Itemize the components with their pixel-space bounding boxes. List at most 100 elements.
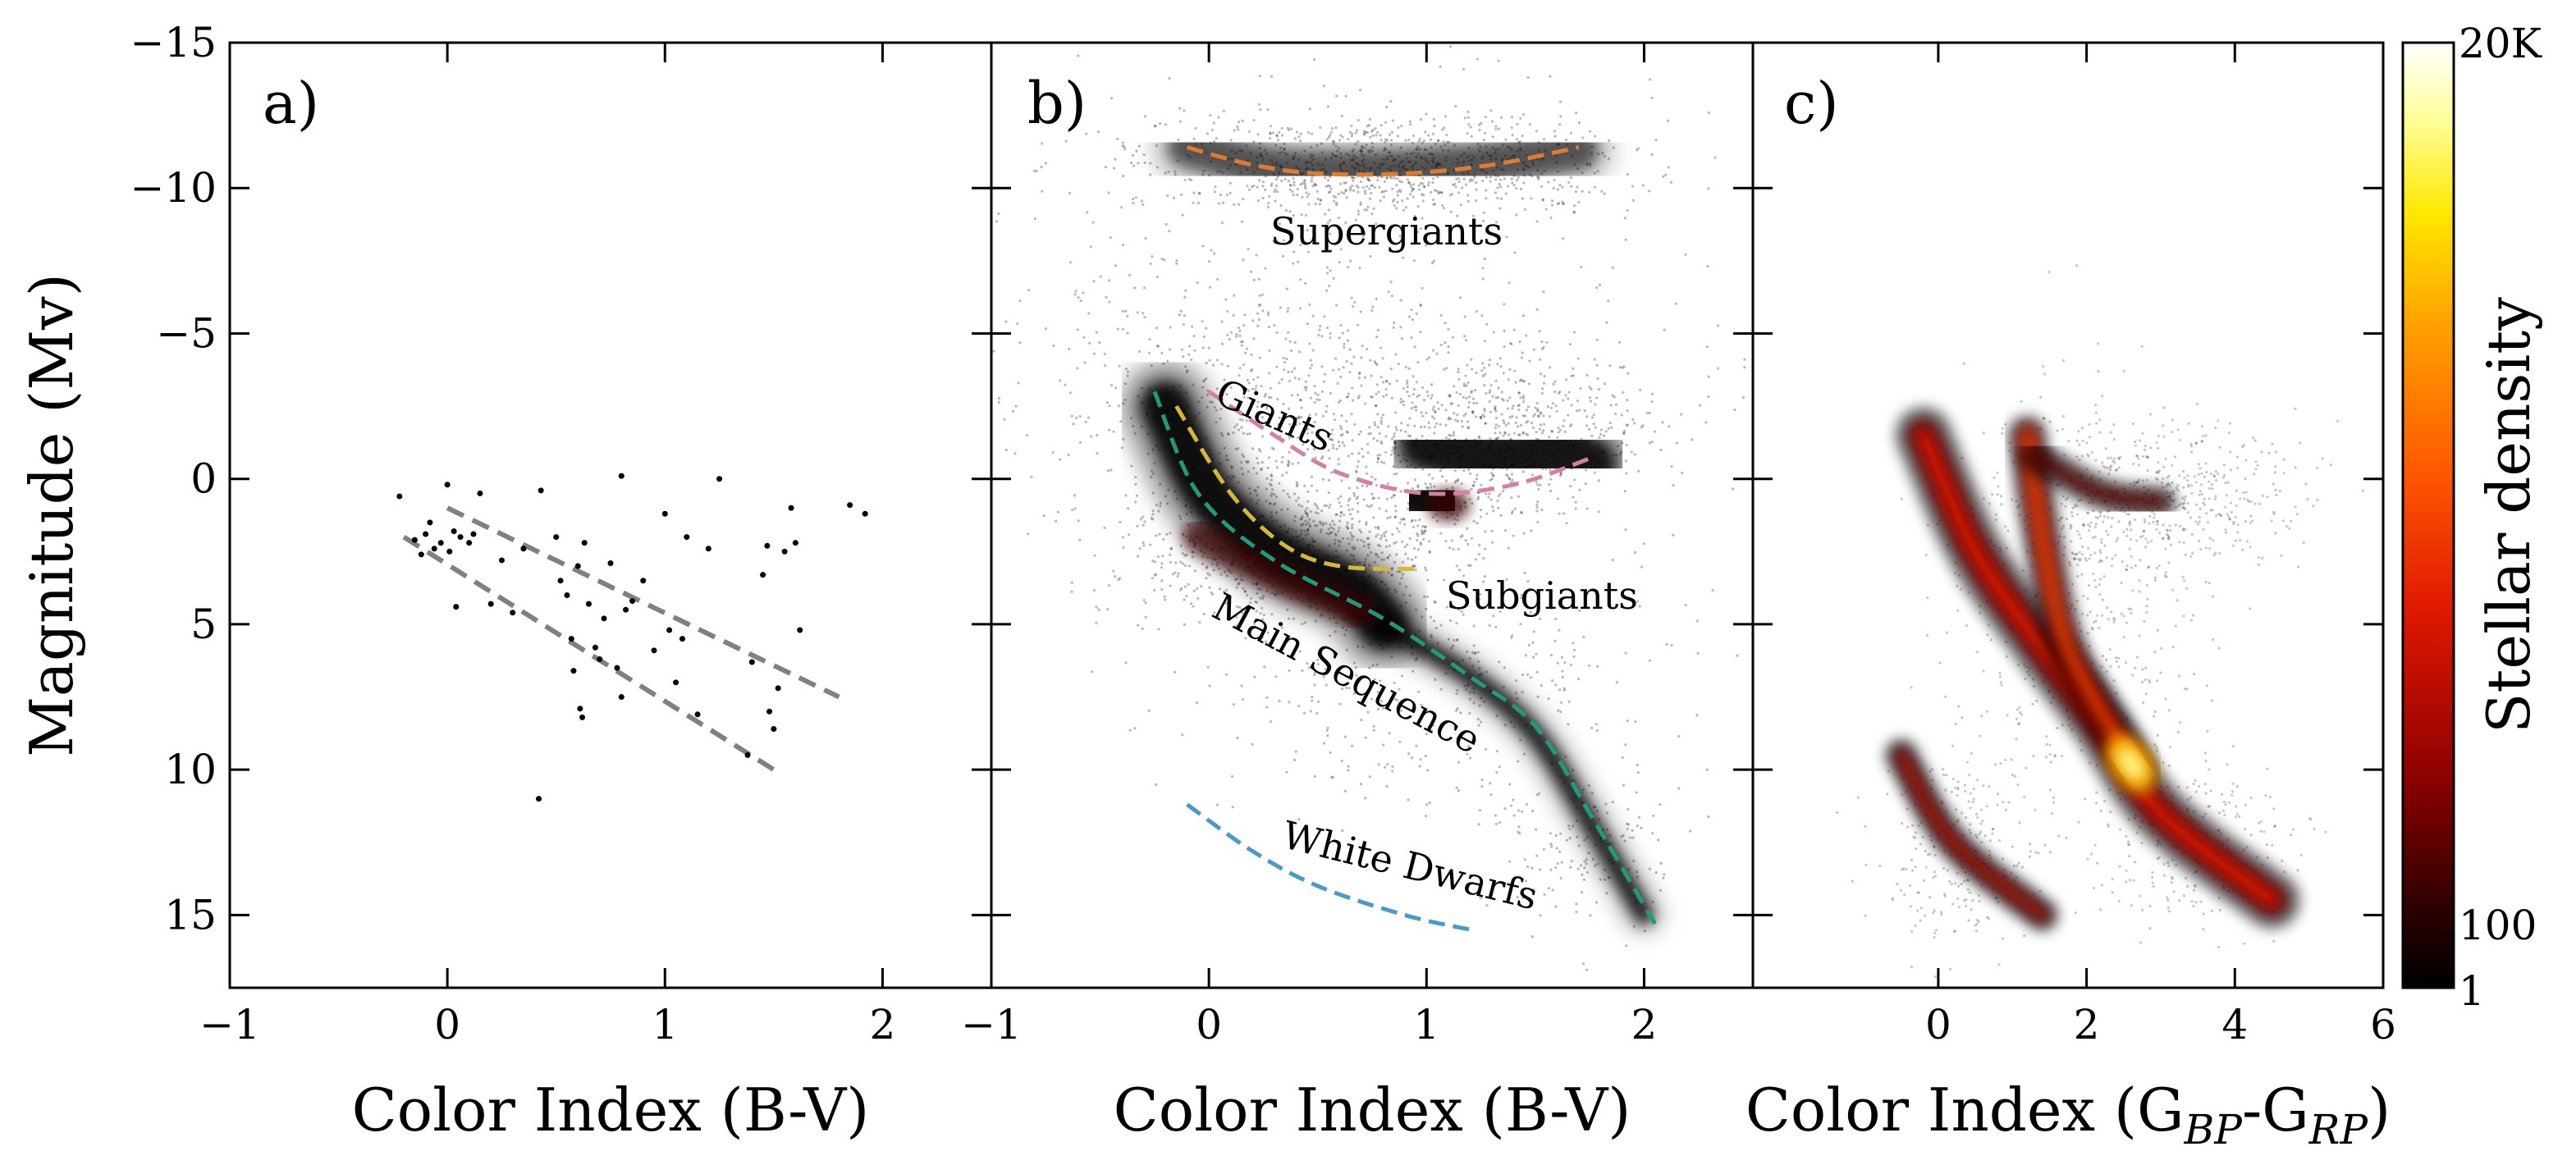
density-dot	[1432, 619, 1436, 623]
density-dot	[1284, 208, 1288, 212]
density-dot	[1497, 386, 1500, 390]
density-dot	[2078, 550, 2081, 554]
density-dot	[1401, 573, 1405, 576]
density-dot	[2274, 532, 2277, 535]
density-dot	[1160, 566, 1164, 569]
density-dot	[1376, 707, 1380, 710]
density-dot	[1432, 117, 1435, 121]
density-dot	[1580, 891, 1584, 894]
density-dot	[2200, 472, 2203, 475]
density-dot	[1324, 212, 1327, 216]
density-dot	[1684, 604, 1687, 607]
data-point	[781, 548, 788, 555]
density-dot	[1457, 761, 1461, 764]
density-dot	[2189, 619, 2193, 622]
density-dot	[1355, 469, 1358, 473]
density-dot	[1121, 536, 1125, 539]
density-dot	[1711, 588, 1714, 592]
density-dot	[1379, 537, 1383, 541]
density-dot	[1498, 207, 1502, 210]
density-dot	[2186, 511, 2190, 514]
density-dot	[1055, 519, 1058, 523]
density-dot	[2094, 459, 2098, 462]
density-dot	[2153, 650, 2157, 654]
density-dot	[1434, 678, 1437, 681]
density-dot	[1488, 363, 1491, 367]
density-dot	[2145, 610, 2148, 614]
density-dot	[2071, 552, 2075, 555]
density-dot	[2153, 578, 2157, 582]
density-dot	[1473, 651, 1476, 655]
density-dot	[1535, 670, 1539, 674]
density-dot	[1290, 127, 1293, 130]
density-dot	[2144, 537, 2148, 541]
density-dot	[2224, 528, 2227, 532]
density-dot	[1175, 259, 1178, 263]
density-dot	[1202, 612, 1206, 616]
density-dot	[2098, 514, 2102, 518]
density-dot	[1407, 315, 1412, 318]
density-dot	[1384, 530, 1388, 533]
density-dot	[1390, 295, 1393, 298]
density-dot	[1331, 428, 1334, 432]
density-dot	[2234, 539, 2237, 542]
density-dot	[2069, 540, 2073, 543]
density-dot	[1338, 336, 1341, 340]
data-point	[744, 751, 751, 758]
density-dot	[1337, 458, 1340, 461]
density-dot	[1082, 291, 1085, 295]
density-dot	[1257, 103, 1261, 106]
density-dot	[1416, 395, 1419, 399]
density-dot	[1409, 122, 1412, 126]
density-dot	[1481, 277, 1485, 281]
density-dot	[2177, 674, 2181, 678]
density-dot	[1576, 835, 1579, 838]
density-dot	[1394, 541, 1398, 544]
density-dot	[1551, 402, 1554, 405]
density-dot	[2004, 758, 2007, 761]
density-dot	[1562, 237, 1565, 240]
data-point	[797, 627, 803, 633]
density-dot	[1265, 477, 1269, 480]
density-dot	[1380, 375, 1383, 379]
density-dot	[1636, 824, 1639, 828]
density-dot	[1480, 785, 1484, 788]
density-dot	[2165, 532, 2169, 537]
density-dot	[1585, 862, 1588, 866]
density-dot	[1079, 299, 1082, 303]
density-dot	[2193, 475, 2197, 478]
density-dot	[1256, 472, 1259, 475]
density-dot	[1286, 639, 1289, 643]
density-dot	[2003, 423, 2007, 426]
density-dot	[1246, 432, 1249, 436]
density-dot	[1265, 403, 1268, 406]
density-dot	[1400, 674, 1404, 678]
density-dot	[1219, 407, 1223, 411]
density-dot	[1383, 535, 1386, 538]
density-dot	[2101, 598, 2104, 601]
density-dot	[1357, 459, 1360, 463]
density-dot	[2181, 502, 2185, 506]
density-dot	[2068, 561, 2071, 564]
density-dot	[1143, 520, 1146, 523]
density-dot	[1488, 400, 1491, 403]
density-dot	[1419, 117, 1423, 121]
density-dot	[2094, 585, 2098, 588]
y-tick-label: −15	[130, 19, 217, 66]
data-point	[431, 546, 437, 552]
density-dot	[1626, 827, 1629, 830]
density-dot	[2295, 513, 2299, 516]
density-dot	[1270, 484, 1273, 487]
density-dot	[1142, 599, 1146, 602]
density-dot	[1463, 335, 1466, 338]
density-dot	[1329, 775, 1334, 779]
density-dot	[1590, 726, 1594, 729]
density-dot	[1198, 192, 1201, 195]
panel-a-label: a)	[263, 70, 319, 137]
density-dot	[1349, 532, 1352, 535]
density-dot	[1319, 672, 1323, 675]
density-dot	[2238, 539, 2242, 542]
density-dot	[1275, 365, 1279, 368]
density-dot	[1612, 146, 1615, 149]
density-dot	[1306, 662, 1309, 665]
